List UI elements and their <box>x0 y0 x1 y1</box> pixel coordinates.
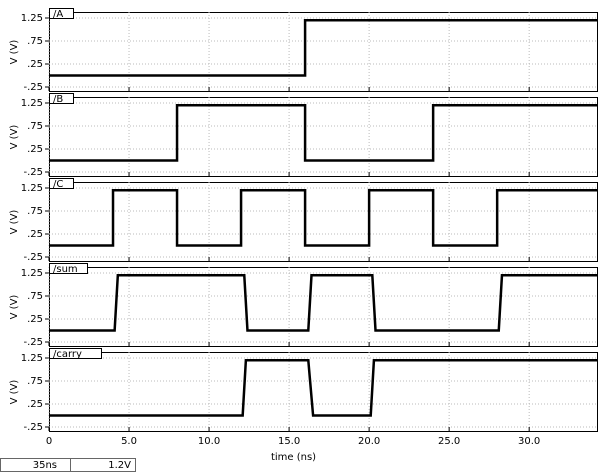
y-tick-label: 1.25 <box>21 268 43 279</box>
title-tab <box>49 348 102 359</box>
y-tick-label: 1.25 <box>21 13 43 24</box>
x-axis-label: time (ns) <box>271 452 316 463</box>
x-tick-label: 10.0 <box>198 436 220 447</box>
title-tab <box>49 93 74 104</box>
y-tick-label: -.25 <box>23 422 43 433</box>
y-tick-label: .75 <box>27 121 43 132</box>
x-tick-label: 15.0 <box>278 436 300 447</box>
y-axis-label: V (V) <box>9 380 20 405</box>
chart-title: /A <box>53 9 63 20</box>
y-tick-label: -.25 <box>23 252 43 263</box>
y-axis-label: V (V) <box>9 125 20 150</box>
y-tick-label: .25 <box>27 229 43 240</box>
title-tab <box>49 8 74 19</box>
signal-trace <box>49 189 598 247</box>
y-tick-label: .25 <box>27 59 43 70</box>
x-tick-label: 5.0 <box>121 436 137 447</box>
signal-trace <box>49 274 598 332</box>
chart-title: /carry <box>53 349 82 360</box>
y-tick-label: 1.25 <box>21 183 43 194</box>
status-voltage: 1.2V <box>108 460 131 471</box>
chart-title: /C <box>53 179 63 190</box>
x-tick-label: 25.0 <box>438 436 460 447</box>
signal-trace <box>49 359 598 417</box>
y-tick-label: .25 <box>27 144 43 155</box>
y-tick-label: .75 <box>27 291 43 302</box>
y-tick-label: -.25 <box>23 82 43 93</box>
x-tick-label: 20.0 <box>358 436 380 447</box>
x-tick-label: 30.0 <box>518 436 540 447</box>
y-tick-label: -.25 <box>23 167 43 178</box>
title-tab <box>49 178 74 189</box>
y-axis-label: V (V) <box>9 40 20 65</box>
title-tab <box>49 263 88 274</box>
signal-trace <box>49 19 598 77</box>
y-tick-label: 1.25 <box>21 353 43 364</box>
y-tick-label: 1.25 <box>21 98 43 109</box>
chart-title: /B <box>53 94 63 105</box>
y-tick-label: .25 <box>27 314 43 325</box>
y-tick-label: .25 <box>27 399 43 410</box>
y-tick-label: .75 <box>27 376 43 387</box>
x-tick-label: 0 <box>46 436 52 447</box>
status-voltage-box <box>70 458 136 472</box>
y-tick-label: -.25 <box>23 337 43 348</box>
signal-trace <box>49 104 598 162</box>
y-axis-label: V (V) <box>9 210 20 235</box>
status-time: 35ns <box>33 460 57 471</box>
y-tick-label: .75 <box>27 36 43 47</box>
chart-title: /sum <box>53 264 78 275</box>
y-axis-label: V (V) <box>9 295 20 320</box>
y-tick-label: .75 <box>27 206 43 217</box>
